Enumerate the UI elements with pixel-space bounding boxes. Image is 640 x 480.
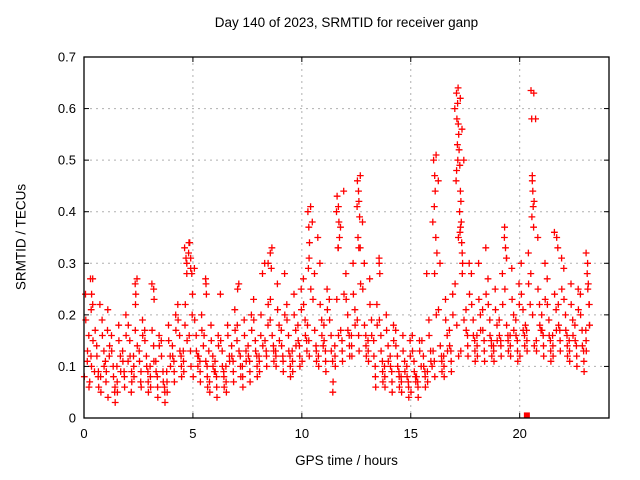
svg-text:20: 20: [512, 426, 526, 441]
axes-border: [83, 56, 610, 419]
svg-text:0: 0: [69, 411, 76, 426]
x-axis-label: GPS time / hours: [295, 453, 398, 468]
svg-text:0.4: 0.4: [58, 204, 76, 219]
svg-text:0.1: 0.1: [58, 359, 76, 374]
svg-text:15: 15: [404, 426, 418, 441]
svg-text:5: 5: [189, 426, 196, 441]
svg-text:0.5: 0.5: [58, 153, 76, 168]
y-tick-labels: 0 0.1 0.2 0.3 0.4 0.5 0.6 0.7: [58, 50, 76, 426]
tick-marks-layer: [83, 56, 609, 419]
grid-layer: [84, 57, 609, 418]
svg-text:0.3: 0.3: [58, 256, 76, 271]
svg-text:10: 10: [295, 426, 309, 441]
svg-text:0: 0: [80, 426, 87, 441]
scatter-points-layer: [80, 84, 593, 419]
chart-title: Day 140 of 2023, SRMTID for receiver gan…: [214, 15, 479, 30]
x-tick-labels: 0 5 10 15 20: [80, 426, 527, 441]
svg-text:0.7: 0.7: [58, 50, 76, 65]
svg-text:0.6: 0.6: [58, 101, 76, 116]
svg-text:0.2: 0.2: [58, 307, 76, 322]
